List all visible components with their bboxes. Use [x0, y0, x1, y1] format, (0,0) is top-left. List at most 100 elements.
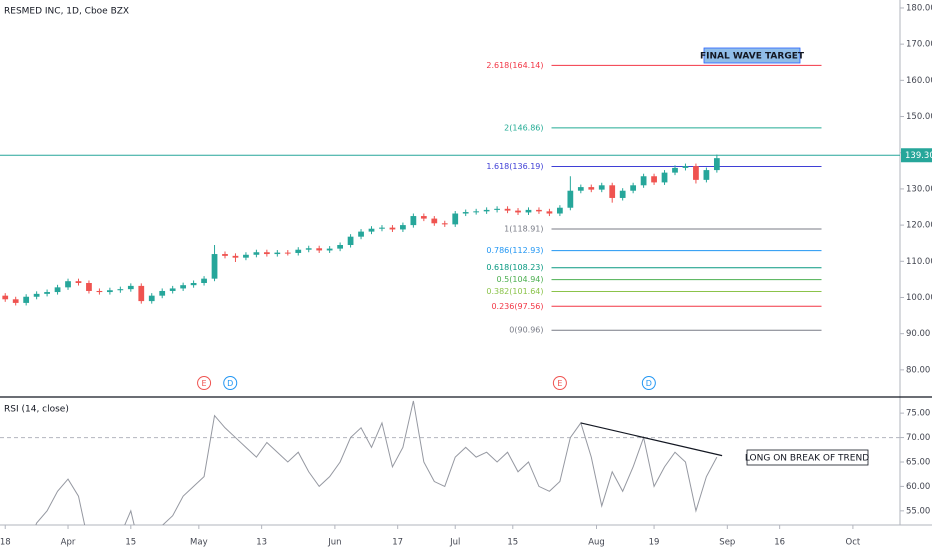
- x-tick-label: Jul: [449, 538, 460, 548]
- annotation-box: [746, 449, 869, 466]
- rsi-pane: [0, 400, 900, 525]
- y-tick-label: 100.00: [906, 293, 932, 303]
- candle-body: [180, 285, 187, 289]
- candle-body: [201, 278, 207, 284]
- x-tick-label: Aug: [588, 538, 605, 548]
- y-tick-label: 160.00: [906, 76, 932, 86]
- candle-body: [316, 248, 323, 251]
- fib-label: 1.618(136.19): [486, 162, 543, 171]
- candle-body: [693, 166, 699, 180]
- candle-body: [504, 208, 511, 211]
- candle-body: [661, 172, 668, 183]
- candle-body: [284, 252, 291, 254]
- candle-body: [713, 158, 720, 171]
- candle-body: [557, 207, 563, 214]
- candle-body: [525, 209, 532, 213]
- candle-body: [379, 227, 385, 229]
- candle-body: [12, 299, 19, 303]
- x-tick-label: 18: [0, 538, 11, 548]
- event-marker: [197, 376, 212, 390]
- candle-body: [117, 289, 124, 291]
- candle-body: [190, 283, 197, 286]
- rsi-y-tick-label: 75.00: [906, 409, 930, 419]
- rsi-y-tick-label: 70.00: [906, 433, 930, 443]
- y-tick-label: 90.00: [906, 329, 930, 339]
- candle-body: [682, 166, 689, 168]
- rsi-y-tick-label: 65.00: [906, 457, 930, 467]
- candle-body: [588, 187, 595, 190]
- candle-body: [305, 248, 312, 250]
- candle-body: [368, 228, 375, 232]
- annotation-box: [703, 47, 801, 64]
- x-tick-label: 19: [649, 538, 660, 548]
- axes: 80.0090.00100.00110.00120.00130.00140.00…: [0, 3, 932, 547]
- annotation: FINAL WAVE TARGET: [700, 52, 805, 62]
- candle-body: [640, 176, 647, 186]
- y-tick-label: 130.00: [906, 184, 932, 194]
- candle-body: [295, 249, 302, 253]
- candle-body: [54, 287, 61, 293]
- candle-body: [169, 288, 176, 291]
- candle-body: [703, 170, 710, 180]
- candle-body: [107, 290, 113, 293]
- candle-body: [483, 209, 490, 212]
- y-tick-label: 150.00: [906, 112, 932, 122]
- candle-body: [211, 254, 218, 279]
- candle-body: [672, 167, 678, 173]
- candle-body: [358, 231, 364, 237]
- fib-label: 2.618(164.14): [486, 61, 543, 70]
- candle-body: [598, 185, 605, 190]
- fib-label: 0.618(108.23): [486, 263, 543, 272]
- fib-label: 0.786(112.93): [486, 246, 543, 255]
- candle-body: [263, 252, 270, 255]
- candle-body: [494, 208, 500, 210]
- event-label: D: [646, 379, 652, 388]
- candle-body: [400, 225, 406, 230]
- x-tick-label: 16: [774, 538, 785, 548]
- candle-body: [138, 285, 145, 302]
- candle-body: [243, 254, 249, 258]
- candle-body: [619, 190, 626, 198]
- candle-body: [86, 283, 92, 291]
- last-price-label: 139.30: [905, 151, 932, 161]
- candle-body: [347, 236, 354, 246]
- trendline: [580, 422, 723, 457]
- candle-body: [232, 255, 239, 258]
- x-tick-label: Sep: [719, 538, 735, 548]
- last-price-box: [901, 148, 932, 163]
- price-pane: [0, 64, 900, 390]
- y-tick-label: 110.00: [906, 257, 932, 267]
- rsi-y-tick-label: 60.00: [906, 482, 930, 492]
- y-tick-label: 80.00: [906, 365, 930, 375]
- x-tick-label: Oct: [846, 538, 861, 548]
- candle-body: [473, 211, 480, 213]
- candle-body: [2, 295, 9, 300]
- candle-body: [462, 212, 469, 214]
- y-tick-label: 170.00: [906, 40, 932, 50]
- candle-body: [44, 292, 50, 294]
- candle-body: [630, 185, 637, 191]
- fib-label: 0(90.96): [509, 326, 543, 335]
- event-marker: [223, 376, 238, 390]
- candle-body: [452, 213, 459, 225]
- candle-body: [253, 252, 260, 255]
- x-tick-label: 15: [507, 538, 518, 548]
- candle-body: [159, 290, 166, 296]
- x-tick-label: Apr: [61, 538, 76, 548]
- candle-body: [96, 290, 103, 293]
- chart-title: RESMED INC, 1D, Cboe BZX: [4, 7, 129, 17]
- rsi-title: RSI (14, close): [4, 405, 69, 415]
- y-tick-label: 180.00: [906, 3, 932, 13]
- candle-body: [33, 293, 40, 297]
- event-label: E: [557, 379, 562, 388]
- candle-body: [577, 187, 584, 191]
- candle-body: [75, 281, 82, 284]
- rsi-y-tick-label: 55.00: [906, 506, 930, 516]
- candle-body: [274, 252, 281, 255]
- candle-body: [536, 209, 542, 212]
- y-tick-label: 120.00: [906, 221, 932, 231]
- fib-label: 1(118.91): [504, 225, 543, 234]
- candle-body: [441, 223, 448, 225]
